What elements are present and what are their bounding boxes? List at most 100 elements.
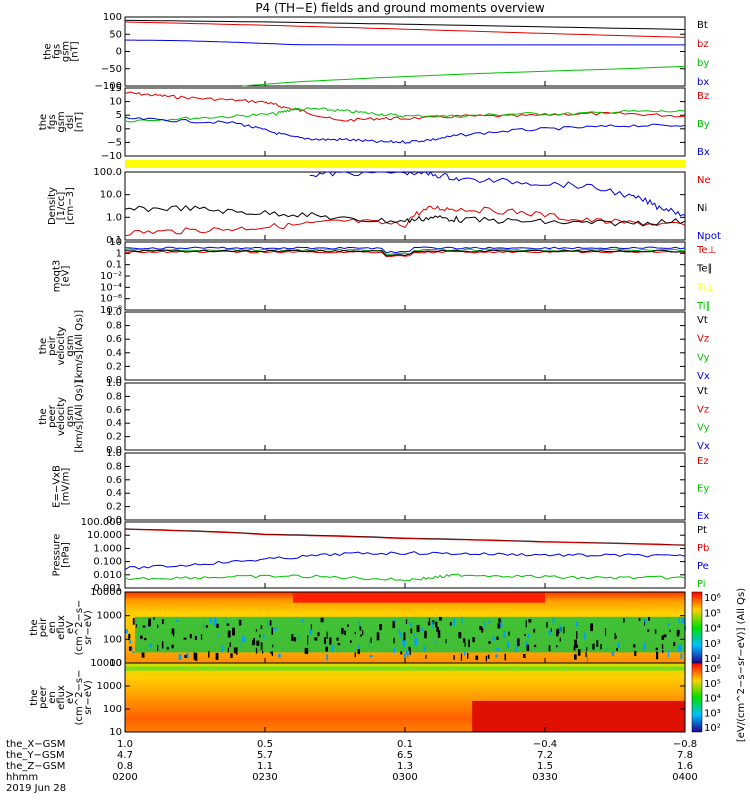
y-tick-label: 0.4: [106, 418, 122, 429]
legend-Vx: Vx: [697, 441, 710, 452]
legend-by: by: [697, 58, 709, 69]
heatmap-speck: [403, 632, 406, 641]
y-label-line: gsm: [65, 335, 76, 356]
y-label-line: [nT]: [74, 112, 85, 132]
heatmap-speck: [667, 650, 669, 658]
panel-p9: 10⁶ 10⁵ 10⁴ 10³ 10² 10000 1000 100 10 thepeirenef…: [29, 587, 721, 669]
heatmap-speck: [369, 654, 373, 658]
heatmap-speck: [676, 629, 680, 635]
panel-p6: 1.0 0.8 0.6 0.4 0.2 0.0 thepeervelocitygsm[km/…: [38, 378, 710, 456]
heatmap-speck: [528, 619, 532, 623]
y-tick-label: 0.0: [106, 445, 122, 456]
heatmap-hot: [293, 592, 545, 603]
heatmap-speck: [453, 618, 456, 626]
heatmap-speck: [552, 617, 555, 624]
heatmap-speck: [128, 640, 132, 644]
legend-Pi: Pi: [697, 579, 706, 590]
heatmap-speck: [260, 642, 263, 650]
plot-title: P4 (TH−E) fields and ground moments over…: [255, 1, 545, 15]
legend-Ni: Ni: [697, 203, 707, 214]
heatmap-speck: [132, 618, 135, 625]
heatmap-speck: [548, 645, 551, 652]
legend-Ti⊥: Ti⊥: [696, 282, 714, 293]
moqt3-trace: [124, 249, 686, 257]
heatmap-speck: [184, 654, 187, 658]
heatmap-speck: [606, 648, 608, 651]
heatmap-speck: [574, 639, 577, 647]
y-label-line: en: [47, 691, 58, 704]
y-label-line: [km/s](All Qs)]: [74, 310, 85, 382]
heatmap-speck: [344, 630, 346, 636]
heatmap-speck: [496, 647, 499, 651]
heatmap-speck: [269, 620, 272, 626]
y-tick-label: 10: [109, 97, 122, 108]
heatmap-speck: [556, 645, 558, 648]
y-axis-label: moqt3[eV]: [52, 260, 72, 293]
heatmap-speck: [262, 633, 265, 640]
y-tick-label: −50: [101, 64, 122, 75]
colorbar: [691, 591, 703, 664]
heatmap-speck: [425, 654, 427, 659]
heatmap-speck: [347, 624, 349, 627]
heatmap-speck: [434, 640, 436, 643]
heatmap-speck: [496, 636, 499, 640]
panel-p10: 10⁶ 10⁵ 10⁴ 10³ 10² 10000 1000 100 10 thepeerenef…: [29, 658, 721, 738]
x-tick-value: 0200: [112, 772, 137, 783]
heatmap-speck: [592, 643, 595, 650]
y-tick-label: 15: [109, 83, 122, 94]
y-label-line: the: [38, 338, 49, 354]
heatmap-speck: [413, 633, 416, 636]
heatmap-speck: [522, 653, 526, 658]
heatmap-speck: [267, 620, 269, 628]
heatmap-speck: [200, 634, 203, 640]
mode-bar: [125, 160, 685, 168]
heatmap-speck: [399, 632, 402, 638]
y-tick-label: 10.000: [87, 530, 122, 541]
heatmap-speck: [577, 649, 581, 656]
heatmap-speck: [676, 633, 680, 637]
heatmap-speck: [293, 636, 297, 642]
heatmap-speck: [617, 642, 620, 648]
heatmap-speck: [409, 622, 413, 626]
x-tick-value: 1.5: [537, 761, 553, 772]
heatmap-speck: [325, 646, 328, 652]
legend-Ti∥: Ti∥: [696, 301, 711, 312]
xrow-label-x: the_X−GSM: [6, 739, 65, 750]
y-label-line: [km/s](All Qs)]: [74, 380, 85, 452]
y-label-line: gsm: [61, 41, 72, 62]
heatmap-speck: [232, 627, 235, 636]
heatmap-speck: [359, 626, 362, 631]
xrow-label-z: the_Z−GSM: [6, 761, 65, 772]
legend-Vx: Vx: [697, 371, 710, 382]
heatmap-speck: [503, 630, 506, 638]
y-tick-label: 100.000: [81, 517, 122, 528]
heatmap-speck: [656, 651, 659, 660]
heatmap-speck: [405, 619, 408, 625]
y-label-line: gsm: [65, 406, 76, 427]
heatmap-speck: [205, 625, 208, 628]
legend-Bz: Bz: [697, 91, 709, 102]
heatmap-speck: [586, 655, 588, 664]
heatmap-speck: [317, 632, 320, 637]
heatmap-speck: [453, 655, 455, 660]
heatmap-speck: [323, 637, 327, 645]
heatmap-speck: [527, 633, 530, 638]
heatmap-speck: [575, 621, 578, 627]
heatmap-speck: [488, 641, 491, 644]
heatmap-speck: [583, 632, 586, 640]
series-line-bz: [124, 21, 686, 38]
heatmap-speck: [407, 654, 409, 658]
heatmap-speck: [291, 634, 294, 641]
heatmap-speck: [157, 645, 159, 651]
y-tick-label: 10: [109, 237, 122, 248]
heatmap-speck: [360, 634, 362, 637]
heatmap-speck: [238, 619, 242, 626]
panel-frame: [124, 171, 686, 241]
y-axis-label: Density[1/cc][cm−3]: [47, 187, 76, 225]
heatmap-speck: [140, 635, 143, 639]
panel-p1: 100 50 0 −50 −100 thefgsgsm[nT] Bt bz by bx: [43, 12, 710, 92]
heatmap-speck: [216, 623, 219, 628]
heatmap-speck: [141, 652, 145, 658]
heatmap-speck: [229, 642, 232, 647]
series-line-Pt: [124, 528, 686, 546]
